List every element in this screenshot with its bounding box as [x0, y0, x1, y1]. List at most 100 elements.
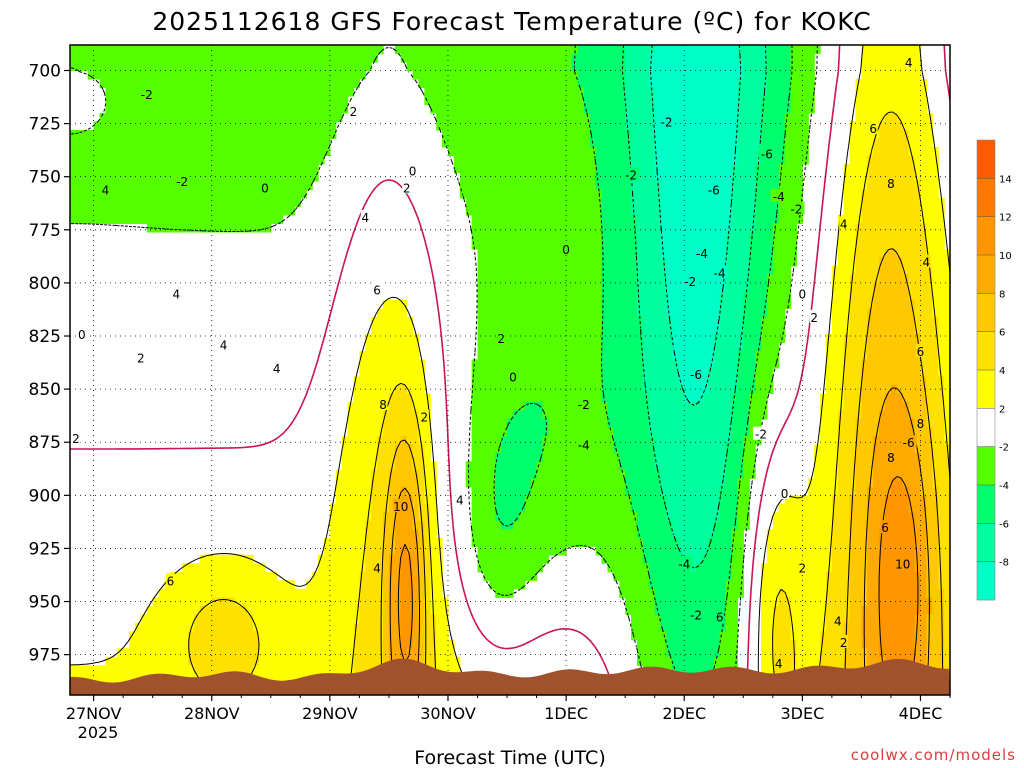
temp-cell	[530, 61, 538, 72]
temp-cell	[117, 648, 124, 658]
temp-cell	[359, 384, 366, 394]
temp-cell	[530, 333, 538, 343]
temp-cell	[489, 231, 496, 242]
temp-cell	[253, 206, 260, 216]
temp-cell	[595, 214, 603, 225]
temp-cell	[636, 512, 644, 522]
temp-cell	[601, 537, 609, 547]
temp-cell	[241, 605, 248, 615]
temp-cell	[554, 274, 561, 284]
temp-cell	[619, 520, 626, 530]
temp-cell	[406, 367, 414, 377]
temp-cell	[554, 376, 561, 386]
temp-cell	[530, 435, 538, 445]
temp-cell	[164, 588, 172, 598]
temp-cell	[312, 639, 319, 649]
temp-cell	[270, 656, 278, 666]
temp-cell	[164, 622, 172, 632]
temp-cell	[642, 61, 650, 72]
temp-cell	[595, 265, 603, 276]
temp-cell	[625, 78, 632, 89]
temp-cell	[666, 282, 674, 293]
temp-cell	[194, 665, 201, 675]
temp-cell	[595, 520, 603, 530]
temp-cell	[666, 214, 674, 225]
temp-cell	[318, 155, 325, 165]
temp-cell	[471, 206, 479, 216]
temp-cell	[507, 342, 514, 352]
temp-cell	[412, 503, 420, 513]
temp-cell	[589, 240, 597, 250]
temp-cell	[672, 622, 679, 632]
temp-cell	[253, 155, 260, 165]
temp-cell	[341, 571, 349, 581]
temp-cell	[294, 87, 301, 97]
temp-cell	[684, 121, 691, 131]
temp-cell	[660, 588, 668, 598]
temp-cell	[672, 469, 679, 479]
temp-cell	[276, 146, 284, 157]
temp-cell	[631, 410, 638, 420]
temp-cell	[583, 231, 591, 242]
temp-cell	[589, 316, 597, 326]
temp-cell	[678, 529, 685, 539]
temp-cell	[560, 393, 567, 403]
temp-cell	[188, 70, 195, 80]
temp-cell	[636, 53, 644, 63]
temp-cell	[182, 197, 189, 208]
temp-cell	[134, 70, 142, 80]
temp-cell	[412, 342, 420, 352]
temp-cell	[524, 240, 532, 250]
temp-cell	[577, 155, 585, 165]
temp-cell	[577, 478, 585, 488]
temp-cell	[235, 614, 242, 624]
temp-cell	[199, 597, 207, 607]
temp-cell	[134, 45, 142, 55]
temp-cell	[530, 427, 538, 437]
temp-cell	[365, 520, 372, 530]
temp-cell	[371, 597, 378, 607]
temp-cell	[270, 70, 278, 80]
temp-cell	[406, 486, 414, 496]
temp-cell	[371, 486, 378, 496]
temp-cell	[524, 469, 532, 479]
temp-cell	[542, 257, 549, 267]
temp-cell	[548, 163, 555, 174]
temp-cell	[507, 588, 514, 598]
temp-cell	[489, 563, 496, 573]
temp-cell	[276, 189, 284, 199]
temp-cell	[607, 189, 614, 199]
temp-cell	[164, 656, 172, 666]
temp-cell	[235, 146, 242, 157]
temp-cell	[199, 180, 207, 191]
temp-cell	[123, 53, 130, 63]
temp-cell	[483, 384, 490, 394]
temp-cell	[530, 299, 538, 309]
temp-cell	[631, 214, 638, 225]
temp-cell	[654, 231, 662, 242]
temp-cell	[607, 427, 614, 437]
temp-cell	[477, 155, 485, 165]
temp-cell	[666, 172, 674, 182]
temp-cell	[247, 129, 254, 140]
temp-cell	[430, 563, 437, 573]
temp-cell	[583, 121, 591, 131]
temp-cell	[217, 656, 225, 666]
temp-cell	[465, 112, 473, 123]
temp-cell	[636, 452, 644, 462]
temp-cell	[595, 45, 603, 55]
temp-cell	[205, 639, 213, 649]
temp-cell	[93, 180, 101, 191]
temp-cell	[453, 95, 461, 106]
temp-cell	[489, 376, 496, 386]
temp-cell	[140, 631, 148, 641]
temp-cell	[146, 45, 154, 55]
temp-cell	[577, 299, 585, 309]
temp-cell	[459, 53, 467, 63]
temp-cell	[648, 597, 656, 607]
temp-cell	[158, 78, 166, 89]
temp-cell	[654, 308, 662, 318]
temp-cell	[566, 206, 573, 216]
temp-cell	[276, 180, 284, 191]
temp-cell	[572, 189, 579, 199]
